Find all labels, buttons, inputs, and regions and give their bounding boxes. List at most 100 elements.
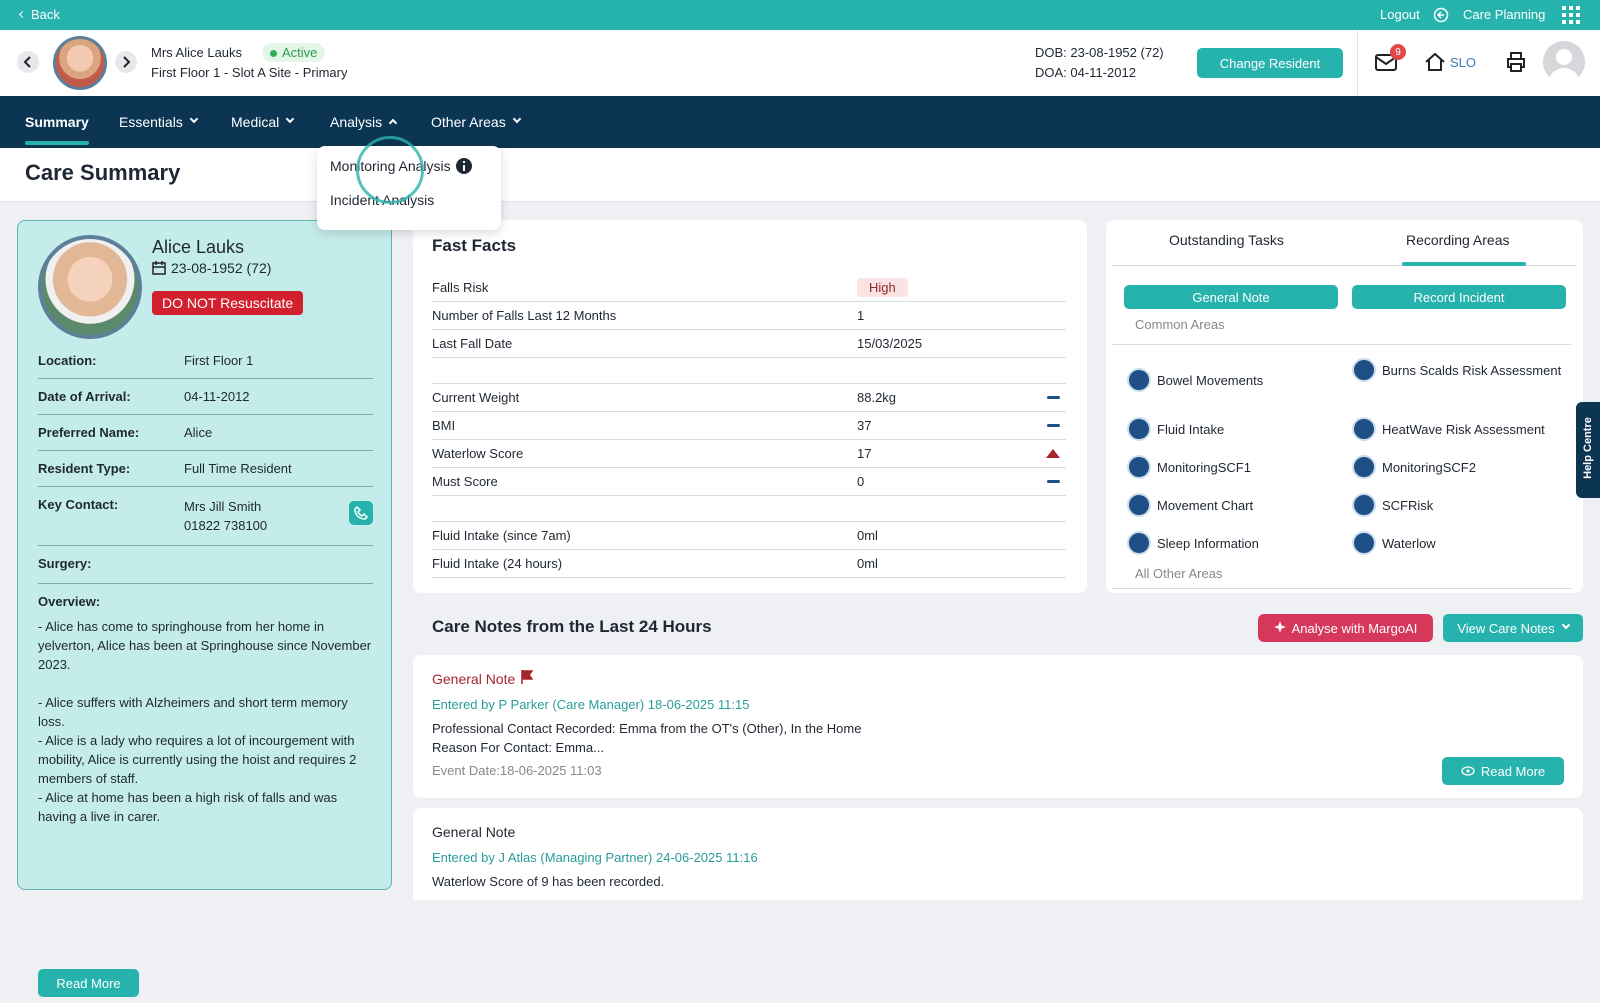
record-button[interactable]: Record Incident — [1352, 285, 1566, 309]
fast-facts-card: Fast Facts Falls Risk High Number of Falls… — [413, 220, 1087, 593]
contact-name: Mrs Jill Smith — [184, 499, 262, 514]
calendar-icon — [152, 261, 166, 275]
care-notes-title: Care Notes from the Last 24 Hours — [432, 617, 712, 636]
apps-icon[interactable] — [1562, 6, 1580, 24]
note-type: General Note — [432, 670, 516, 687]
read-more-button[interactable]: Read More — [38, 969, 139, 997]
area-name: SCFRisk — [1382, 497, 1434, 513]
profile-field: Date of Arrival: 04-11-2012 — [38, 379, 373, 415]
nav-item[interactable]: Summary — [25, 96, 89, 148]
fast-fact-row: BMI 37 — [432, 412, 1066, 440]
area-icon — [1127, 455, 1151, 479]
recording-area-item[interactable]: SCFRisk — [1352, 493, 1562, 517]
care-planning-link[interactable]: Care Planning — [1463, 7, 1546, 22]
back-link[interactable]: Back — [18, 7, 60, 22]
tab[interactable]: Recording Areas — [1406, 232, 1510, 248]
tab-active-indicator — [1402, 262, 1526, 266]
record-button[interactable]: General Note — [1124, 285, 1338, 309]
view-care-notes-button[interactable]: View Care Notes — [1443, 614, 1583, 642]
common-areas-label: Common Areas — [1135, 317, 1225, 332]
fact-label: Waterlow Score — [432, 446, 524, 461]
trend-up-icon — [1046, 449, 1060, 458]
trend-flat-icon — [1047, 424, 1060, 427]
user-avatar[interactable] — [1543, 41, 1585, 83]
analyse-button[interactable]: Analyse with MargoAI — [1258, 614, 1433, 642]
fact-label: Must Score — [432, 474, 498, 489]
recording-area-item[interactable]: MonitoringSCF1 — [1127, 455, 1337, 479]
trend-flat-icon — [1047, 396, 1060, 399]
call-button[interactable] — [349, 501, 373, 525]
area-name: Bowel Movements — [1157, 372, 1264, 388]
area-icon — [1352, 455, 1376, 479]
mail-icon[interactable] — [1374, 52, 1398, 72]
prev-resident[interactable] — [16, 50, 40, 74]
area-name: Fluid Intake — [1157, 421, 1225, 437]
recording-area-item[interactable]: Waterlow — [1352, 531, 1562, 555]
logout-link[interactable]: Logout — [1380, 7, 1420, 22]
note-heading: General Note — [432, 820, 1564, 844]
profile-dob: 23-08-1952 (72) — [171, 260, 272, 276]
recording-area-item[interactable]: Fluid Intake — [1127, 417, 1337, 441]
profile-field: Location: First Floor 1 — [38, 343, 373, 379]
next-resident[interactable] — [114, 50, 138, 74]
recording-card: Outstanding Tasks Recording Areas General … — [1106, 220, 1583, 593]
print-icon[interactable] — [1505, 51, 1527, 73]
fact-label: Fluid Intake (24 hours) — [432, 556, 563, 571]
note-event-date: Event Date:24-06-2025 11:16 — [432, 895, 1564, 900]
note-text: Professional Contact Recorded: Emma from… — [432, 721, 862, 736]
doa: DOA: 04-11-2012 — [1035, 65, 1136, 80]
fact-label: Current Weight — [432, 390, 520, 405]
page-title: Care Summary — [25, 160, 181, 185]
fast-fact-row: Must Score 0 — [432, 468, 1066, 496]
recording-area-item[interactable]: HeatWave Risk Assessment — [1352, 417, 1562, 441]
nav-item-text: Essentials — [119, 114, 183, 130]
recording-area-item[interactable]: Movement Chart — [1127, 493, 1337, 517]
change-resident-button[interactable]: Change Resident — [1197, 48, 1343, 78]
all-other-areas-label: All Other Areas — [1135, 566, 1223, 581]
resident-avatar — [53, 36, 107, 90]
area-icon — [1127, 531, 1151, 555]
profile-field: Preferred Name: Alice — [38, 415, 373, 451]
area-name: Waterlow — [1382, 535, 1436, 551]
overview-paragraph: - Alice is a lady who requires a lot of … — [38, 733, 357, 786]
note-entered-by: Entered by J Atlas (Managing Partner) 24… — [432, 850, 758, 865]
nav-item[interactable]: Essentials — [119, 96, 199, 148]
fact-value: High — [857, 278, 908, 297]
click-indicator — [356, 136, 424, 204]
separator — [1112, 588, 1571, 589]
fact-label: BMI — [432, 418, 456, 433]
recording-area-item[interactable]: MonitoringSCF2 — [1352, 455, 1562, 479]
nav-item[interactable]: Analysis — [330, 96, 398, 148]
fact-value: 0ml — [857, 528, 878, 543]
note-read-more-button[interactable]: Read More — [1442, 757, 1564, 785]
nav-item-text: Medical — [231, 114, 280, 130]
top-bar: Back Logout Care Planning — [0, 0, 1600, 30]
nav-item[interactable]: Medical — [231, 96, 295, 148]
resident-header: Mrs Alice Lauks Active First Floor 1 - S… — [0, 30, 1600, 96]
note-entered-by: Entered by P Parker (Care Manager) 18-06… — [432, 697, 750, 712]
logout-icon — [1433, 7, 1449, 23]
view-chevron — [1561, 620, 1570, 630]
divider — [1357, 30, 1358, 96]
tab[interactable]: Outstanding Tasks — [1169, 232, 1284, 248]
help-centre-tab[interactable]: Help Centre — [1576, 402, 1600, 498]
overview-paragraph: - Alice at home has been a high risk of … — [38, 790, 338, 824]
area-icon — [1127, 368, 1151, 392]
nav-item[interactable]: Other Areas — [431, 96, 521, 148]
fast-fact-row: Falls Risk High — [432, 274, 1066, 302]
recording-area-item[interactable]: Burns Scalds Risk Assessment — [1352, 358, 1562, 382]
fact-label: Falls Risk — [432, 280, 489, 295]
analyse-text: Analyse with MargoAI — [1291, 620, 1418, 636]
field-value: First Floor 1 — [184, 353, 254, 368]
nav-chevron — [189, 114, 199, 124]
home-icon[interactable] — [1424, 52, 1446, 72]
care-note-card: General Note Entered by J Atlas (Managing… — [413, 808, 1583, 900]
overview-label: Overview: — [38, 594, 101, 609]
home-label: SLO — [1450, 55, 1477, 70]
recording-area-item[interactable]: Sleep Information — [1127, 531, 1337, 555]
fact-value: 15/03/2025 — [857, 336, 923, 351]
fact-label: Number of Falls Last 12 Months — [432, 308, 617, 323]
surgery-field: Surgery: — [38, 546, 373, 584]
recording-area-item[interactable]: Bowel Movements — [1127, 368, 1337, 392]
resident-location: First Floor 1 - Slot A Site - Primary — [151, 65, 348, 80]
